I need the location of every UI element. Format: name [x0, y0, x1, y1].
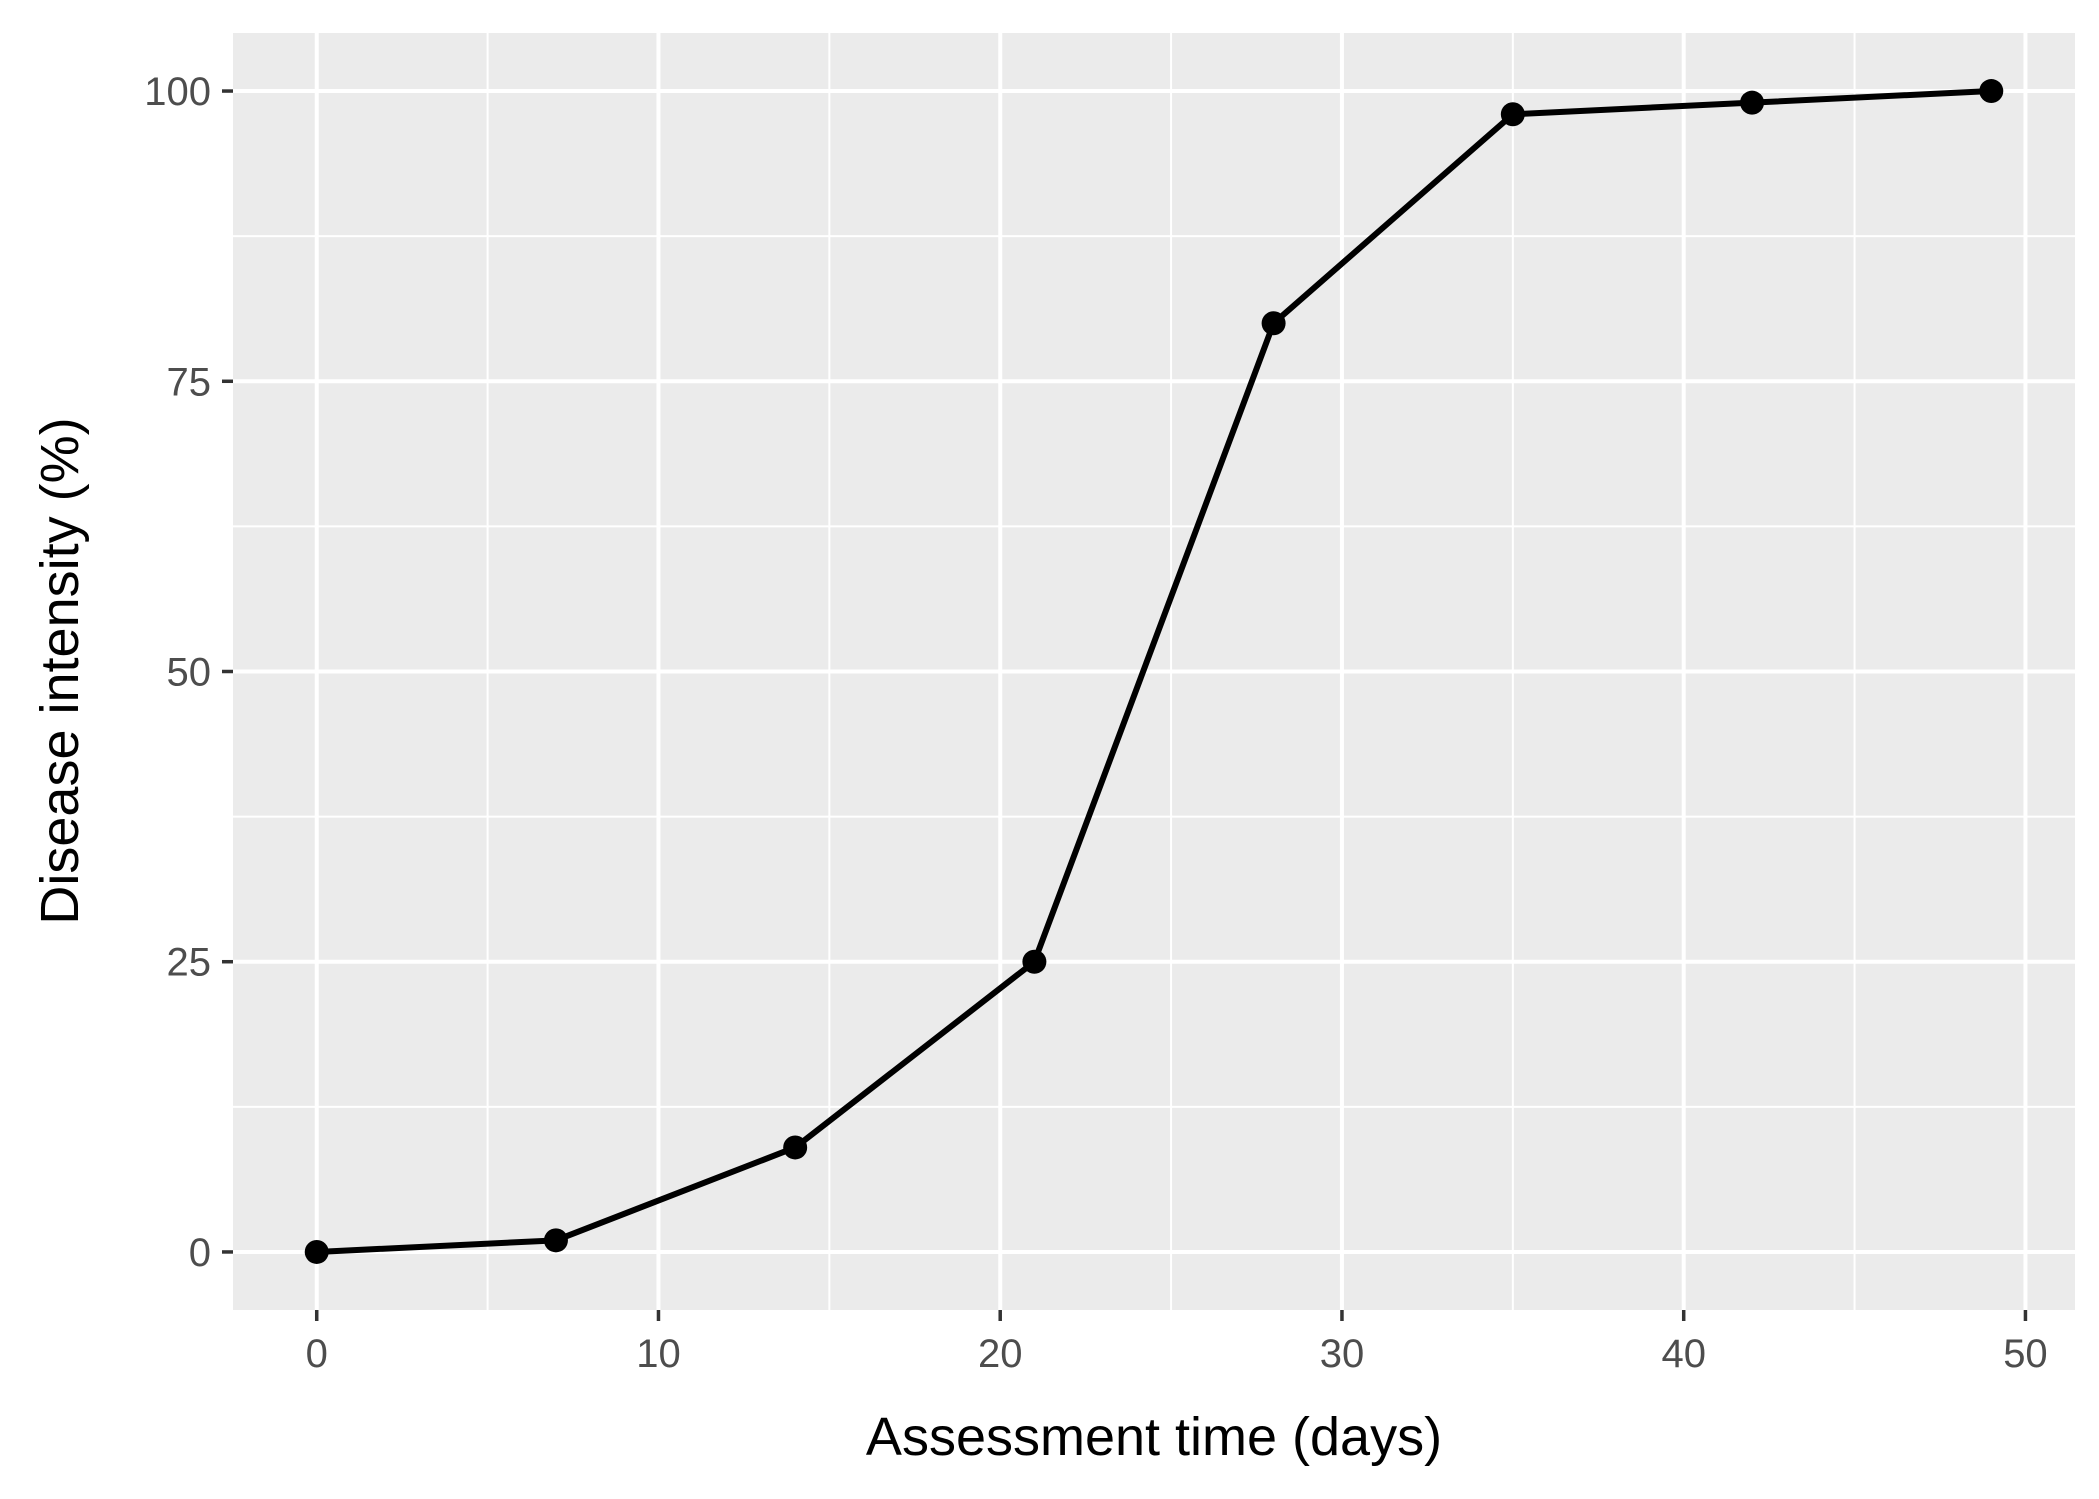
series-lines: [316, 88, 1992, 1255]
x-tick-label: 0: [306, 1332, 328, 1376]
data-point: [1022, 949, 1047, 974]
data-point: [1979, 79, 2004, 104]
x-tick-label: 30: [1320, 1332, 1365, 1376]
x-tick-label: 20: [978, 1332, 1023, 1376]
data-point: [1740, 90, 1765, 115]
x-tick-label: 40: [1661, 1332, 1706, 1376]
x-axis-title: Assessment time (days): [866, 1407, 1442, 1467]
data-point: [1261, 311, 1286, 336]
data-point: [304, 1239, 329, 1264]
series-line: [316, 88, 1992, 1255]
y-tick-label: 100: [144, 70, 211, 114]
y-tick-label: 25: [167, 941, 212, 985]
x-tick-label: 50: [2003, 1332, 2048, 1376]
data-point: [543, 1228, 568, 1253]
major-gridlines: [233, 33, 2075, 1310]
y-axis: 0 25 50 75 100: [144, 70, 233, 1275]
y-tick-label: 0: [189, 1231, 211, 1275]
x-axis: 0 10 20 30 40 50: [306, 1310, 2048, 1376]
data-point: [1500, 102, 1525, 127]
data-points: [304, 79, 2004, 1264]
data-point: [783, 1135, 808, 1160]
x-tick-label: 10: [636, 1332, 681, 1376]
y-tick-label: 50: [167, 651, 212, 695]
y-tick-label: 75: [167, 360, 212, 404]
y-axis-title: Disease intensity (%): [30, 417, 90, 924]
